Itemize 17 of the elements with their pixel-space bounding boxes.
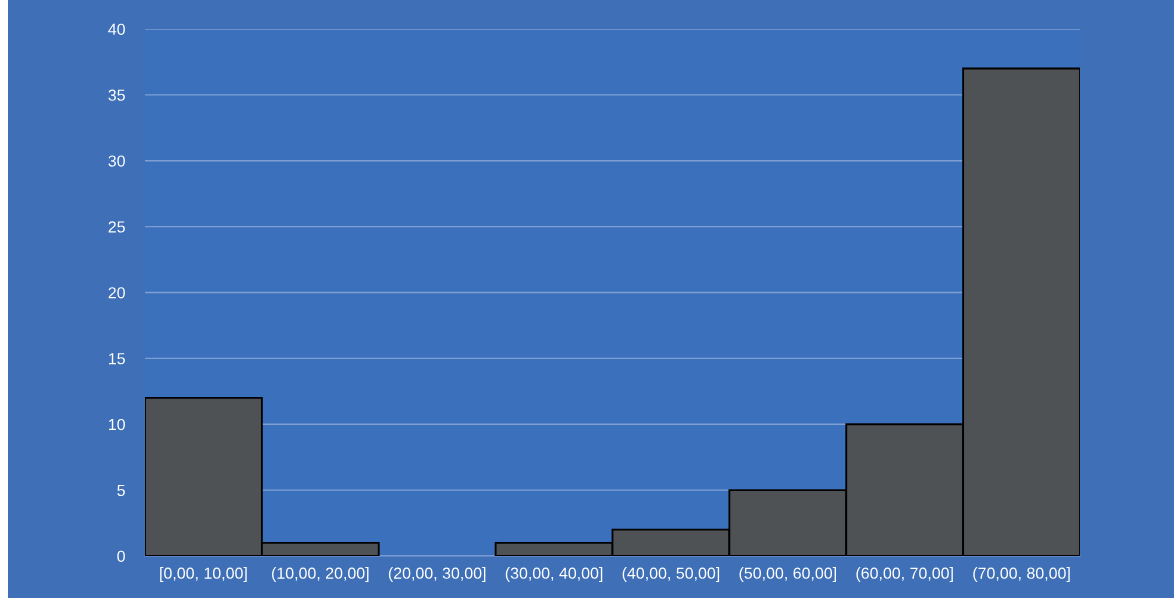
- y-tick-label: 25: [108, 221, 125, 233]
- x-tick-label: (20,00, 30,00]: [388, 567, 486, 582]
- y-tick-label: 30: [108, 155, 125, 167]
- y-tick-label: 40: [108, 23, 125, 35]
- x-tick-label: [0,00, 10,00]: [160, 567, 247, 582]
- x-tick-label: (60,00, 70,00]: [856, 567, 953, 582]
- x-tick-label: (50,00, 60,00]: [739, 567, 836, 582]
- y-tick-label: 0: [117, 550, 125, 562]
- x-tick-label: (10,00, 20,00]: [272, 567, 369, 582]
- y-tick-label: 15: [109, 353, 125, 365]
- x-tick-label: (40,00, 50,00]: [622, 567, 720, 582]
- y-tick-label: 35: [108, 89, 125, 101]
- x-tick-label: (30,00, 40,00]: [505, 567, 603, 582]
- y-tick-label: 10: [109, 418, 125, 431]
- x-tick-label: (70,00, 80,00]: [973, 567, 1070, 582]
- y-tick-label: 20: [108, 287, 125, 299]
- y-tick-label: 5: [117, 484, 125, 497]
